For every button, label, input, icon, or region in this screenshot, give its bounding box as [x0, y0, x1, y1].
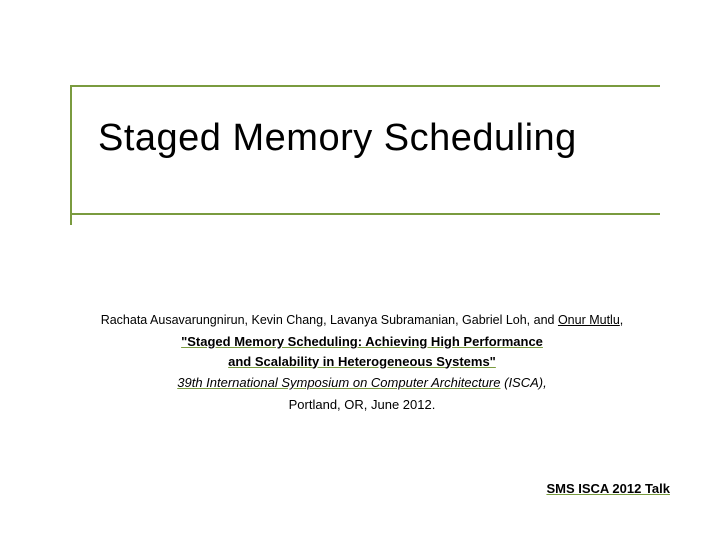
authors-underlined: Onur Mutlu: [558, 313, 620, 327]
citation-venue: 39th International Symposium on Computer…: [42, 373, 682, 393]
citation-authors: Rachata Ausavarungnirun, Kevin Chang, La…: [42, 310, 682, 330]
citation-location: Portland, OR, June 2012.: [42, 395, 682, 415]
venue-suffix: ,: [543, 375, 547, 390]
citation-block: Rachata Ausavarungnirun, Kevin Chang, La…: [42, 310, 682, 414]
paper-title-line1: "Staged Memory Scheduling: Achieving Hig…: [181, 334, 543, 349]
title-rule-bottom: [70, 213, 660, 215]
slide: Staged Memory Scheduling Rachata Ausavar…: [0, 0, 720, 540]
slide-title: Staged Memory Scheduling: [70, 87, 660, 190]
authors-text: Rachata Ausavarungnirun, Kevin Chang, La…: [101, 313, 558, 327]
venue-abbrev: (ISCA): [501, 375, 544, 390]
title-block: Staged Memory Scheduling: [70, 85, 660, 190]
venue-name[interactable]: 39th International Symposium on Computer…: [177, 375, 500, 390]
title-rule-left: [70, 85, 72, 225]
authors-suffix: ,: [620, 313, 623, 327]
paper-title-line2: and Scalability in Heterogeneous Systems…: [228, 354, 496, 369]
citation-paper-title[interactable]: "Staged Memory Scheduling: Achieving Hig…: [42, 332, 682, 371]
talk-link[interactable]: SMS ISCA 2012 Talk: [546, 481, 670, 496]
